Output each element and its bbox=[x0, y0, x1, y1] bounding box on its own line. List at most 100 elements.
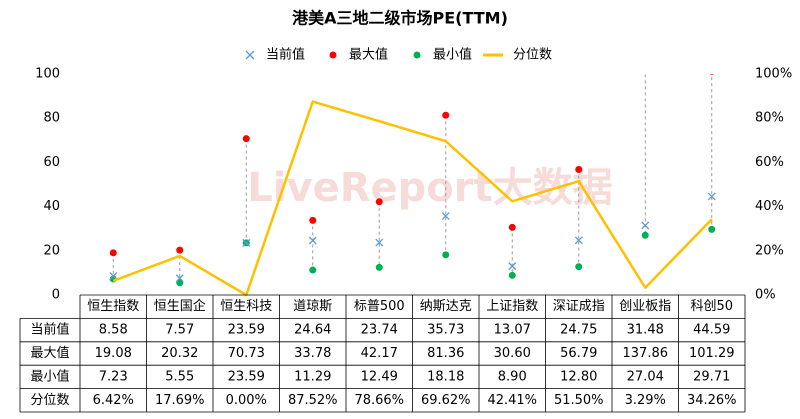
y-tick-label: 100 bbox=[35, 67, 60, 82]
plot-area bbox=[109, 74, 716, 287]
table-value: 35.73 bbox=[427, 323, 464, 338]
max-dot bbox=[176, 246, 184, 254]
legend-swatch bbox=[413, 51, 421, 59]
table-value: 7.57 bbox=[165, 323, 194, 338]
table-value: 34.26% bbox=[687, 393, 737, 408]
y2-tick-label: 100% bbox=[755, 67, 792, 82]
current-marker bbox=[574, 236, 583, 245]
category-label: 创业板指 bbox=[619, 299, 671, 314]
current-marker bbox=[375, 238, 384, 247]
legend-swatch bbox=[329, 51, 337, 59]
table-value: 33.78 bbox=[294, 346, 331, 361]
category-label: 道琼斯 bbox=[293, 299, 332, 314]
y-tick-label: 0 bbox=[52, 288, 60, 303]
table-value: 24.75 bbox=[560, 323, 597, 338]
max-dot bbox=[375, 198, 383, 206]
min-dot bbox=[309, 266, 317, 274]
current-marker bbox=[441, 212, 450, 220]
row-label: 当前值 bbox=[30, 322, 69, 338]
y-tick-label: 80 bbox=[43, 111, 60, 126]
table-value: 8.58 bbox=[99, 323, 128, 338]
table-value: 51.50% bbox=[554, 393, 604, 408]
table-value: 31.48 bbox=[627, 323, 664, 338]
table-value: 7.23 bbox=[99, 369, 128, 384]
table-value: 30.60 bbox=[494, 346, 531, 361]
y2-tick-label: 80% bbox=[755, 111, 784, 126]
table-value: 12.80 bbox=[560, 369, 597, 384]
row-label: 分位数 bbox=[30, 393, 69, 408]
table-value: 87.52% bbox=[288, 393, 338, 408]
max-dot bbox=[508, 223, 516, 231]
table-value: 23.59 bbox=[228, 369, 265, 384]
table-value: 18.18 bbox=[427, 369, 464, 384]
table-value: 56.79 bbox=[560, 346, 597, 361]
legend-label: 最大值 bbox=[349, 47, 388, 63]
table-value: 23.59 bbox=[228, 323, 265, 338]
table-value: 6.42% bbox=[93, 393, 134, 408]
y-tick-label: 60 bbox=[43, 155, 60, 170]
category-label: 深证成指 bbox=[553, 299, 605, 314]
legend-swatch bbox=[245, 50, 255, 60]
y2-tick-label: 40% bbox=[755, 199, 784, 214]
current-marker bbox=[641, 221, 650, 230]
table-value: 101.29 bbox=[689, 346, 735, 361]
min-dot bbox=[375, 263, 383, 271]
max-dot bbox=[575, 165, 583, 173]
current-marker bbox=[707, 192, 716, 201]
category-label: 恒生指数 bbox=[87, 299, 139, 314]
table-value: 13.07 bbox=[494, 323, 531, 338]
row-label: 最小值 bbox=[30, 368, 69, 384]
min-dot bbox=[575, 263, 583, 271]
category-label: 纳斯达克 bbox=[420, 299, 472, 314]
table-value: 23.74 bbox=[361, 323, 398, 338]
y-tick-label: 20 bbox=[43, 243, 60, 258]
category-label: 上证指数 bbox=[486, 299, 538, 314]
max-dot bbox=[309, 216, 317, 224]
current-marker bbox=[508, 262, 517, 271]
table-value: 24.64 bbox=[294, 323, 331, 338]
table-value: 44.59 bbox=[693, 323, 730, 338]
row-label: 最大值 bbox=[30, 345, 69, 361]
min-dot bbox=[176, 279, 184, 287]
max-dot bbox=[709, 74, 714, 75]
table-value: 137.86 bbox=[623, 346, 669, 361]
max-dot bbox=[109, 249, 117, 257]
table-value: 5.55 bbox=[165, 369, 194, 384]
percentile-line bbox=[112, 100, 713, 297]
table-value: 27.04 bbox=[627, 369, 664, 384]
table-value: 12.49 bbox=[361, 369, 398, 384]
table-value: 20.32 bbox=[161, 346, 198, 361]
table-value: 0.00% bbox=[226, 393, 267, 408]
table-value: 17.69% bbox=[155, 393, 205, 408]
legend-label: 分位数 bbox=[513, 48, 552, 63]
table-value: 42.41% bbox=[487, 393, 537, 408]
current-marker bbox=[308, 236, 317, 245]
table-value: 70.73 bbox=[228, 346, 265, 361]
table-value: 19.08 bbox=[95, 346, 132, 361]
y2-tick-label: 0% bbox=[755, 288, 776, 303]
table-value: 11.29 bbox=[294, 369, 331, 384]
y-tick-label: 40 bbox=[43, 199, 60, 214]
table-value: 69.62% bbox=[421, 393, 471, 408]
legend-label: 当前值 bbox=[266, 47, 305, 63]
category-label: 恒生科技 bbox=[220, 299, 272, 314]
category-label: 科创50 bbox=[690, 299, 733, 314]
current-marker bbox=[242, 238, 251, 247]
current-marker bbox=[175, 274, 184, 283]
watermark: LiveReport大数据 bbox=[247, 165, 612, 211]
table-value: 8.90 bbox=[498, 369, 527, 384]
min-dot bbox=[508, 271, 516, 279]
current-marker bbox=[109, 272, 118, 280]
y2-tick-label: 20% bbox=[755, 243, 784, 258]
table-value: 3.29% bbox=[625, 393, 666, 408]
min-dot bbox=[708, 225, 716, 233]
table-value: 81.36 bbox=[427, 346, 464, 361]
category-label: 标普500 bbox=[354, 299, 405, 314]
legend-label: 最小值 bbox=[433, 47, 472, 63]
min-dot bbox=[442, 251, 450, 259]
table-value: 42.17 bbox=[361, 346, 398, 361]
min-dot bbox=[641, 231, 649, 239]
y2-tick-label: 60% bbox=[755, 155, 784, 170]
